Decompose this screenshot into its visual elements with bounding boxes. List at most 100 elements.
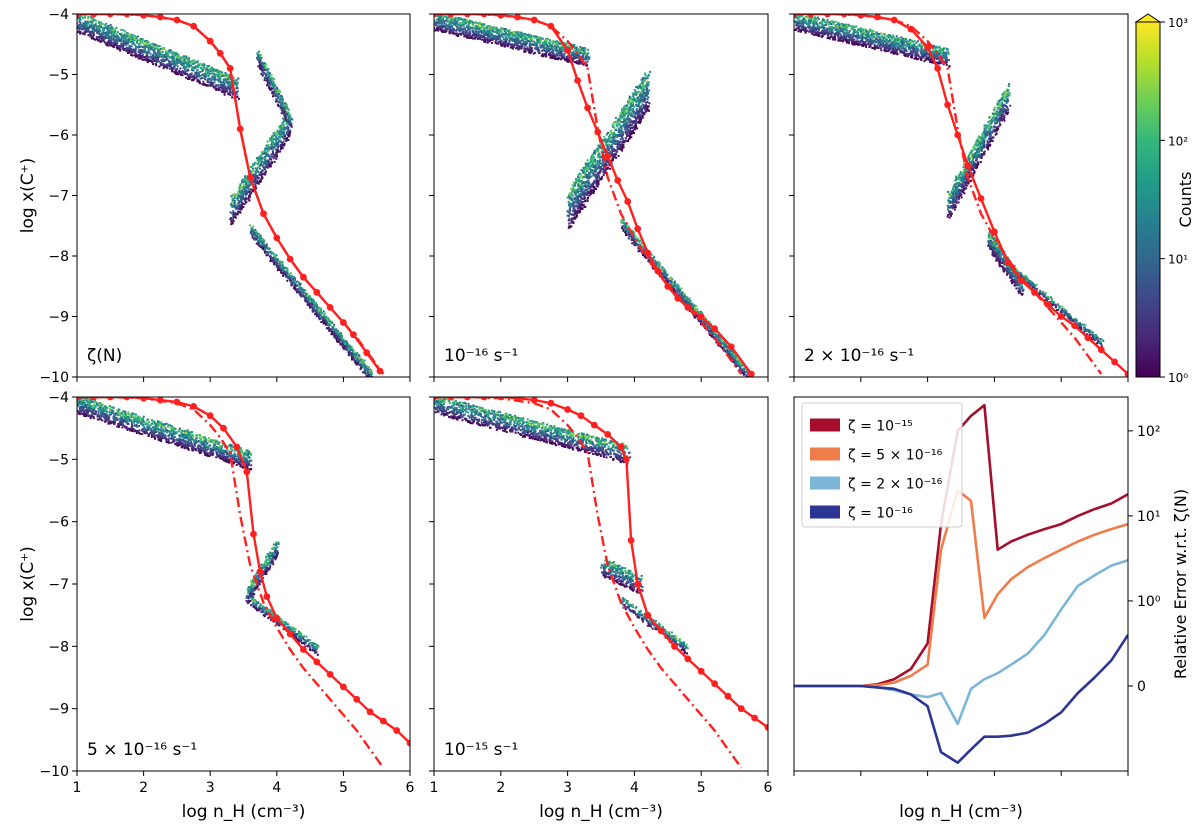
density-cell [488,24,491,27]
density-cell [125,39,128,42]
density-cell [115,38,118,41]
density-cell [155,64,158,67]
density-cell [455,34,458,37]
density-cell [269,164,272,167]
density-cell [578,194,581,197]
density-cell [130,41,133,43]
density-cell [516,39,519,42]
density-cell [253,163,256,166]
density-cell [617,127,620,130]
density-cell [341,341,344,344]
density-cell [94,19,97,22]
density-cell [275,157,278,160]
density-cell [166,54,169,57]
density-cell [147,58,150,61]
density-cell [264,153,267,156]
density-cell [121,35,124,37]
density-cell [340,344,343,347]
density-cell [117,31,119,34]
density-cell [181,74,184,77]
density-cell [260,176,263,178]
density-cell [235,87,238,89]
density-cell [239,184,242,187]
density-cell [250,166,253,169]
density-cell [538,50,540,53]
density-cell [581,62,584,65]
density-cell [158,60,160,63]
density-cell [103,27,106,29]
density-cell [573,55,576,58]
density-cell [461,24,464,27]
density-cell [299,293,302,296]
density-cell [146,59,149,62]
density-cell [542,45,545,48]
density-cell [88,30,91,33]
density-cell [271,143,274,146]
density-cell [585,63,588,66]
density-cell [231,96,234,99]
density-cell [253,175,256,178]
density-cell [226,81,229,84]
density-cell [244,193,247,196]
density-cell [85,27,88,30]
density-cell [482,29,485,31]
density-cell [240,191,243,194]
density-cell [114,44,117,46]
density-cell [451,26,454,29]
density-cell [340,332,342,335]
density-cell [549,42,552,45]
density-cell [280,145,283,148]
density-cell [353,353,356,356]
density-cell [474,35,477,38]
density-cell [481,25,484,28]
density-cell [140,40,143,43]
density-cell [325,317,328,320]
density-cell [239,207,242,209]
density-cell [124,37,127,40]
density-cell [474,37,477,40]
density-cell [484,33,487,36]
density-cell [285,104,288,107]
density-cell [228,91,231,94]
density-cell [510,37,513,40]
density-cell [239,183,242,186]
density-cell [270,74,273,77]
density-cell [208,70,211,73]
density-cell [505,44,508,47]
density-cell [189,61,192,64]
density-cell [95,24,98,27]
density-cell [155,53,157,56]
density-cell [572,200,575,203]
density-cell [497,42,500,45]
density-cell [633,127,636,130]
density-cell [325,315,328,318]
density-cell [132,50,135,53]
density-cell [304,296,307,299]
density-cell [254,235,257,238]
density-cell [259,234,262,237]
density-cell [224,77,227,80]
density-cell [126,47,129,50]
density-cell [276,265,278,268]
density-cell [200,62,203,65]
density-cell [286,126,289,128]
density-cell [515,47,518,50]
density-cell [259,244,262,246]
density-cell [163,65,166,68]
density-cell [257,234,260,237]
density-cell [230,86,233,89]
density-cell [314,313,317,316]
density-cell [576,60,579,63]
density-cell [305,300,308,303]
density-cell [241,185,244,188]
density-cell [176,68,179,70]
density-cell [122,29,125,32]
density-cell [225,78,228,81]
density-cell [466,36,469,39]
density-cell [277,100,280,103]
density-cell [576,188,579,191]
density-cell [269,81,272,84]
density-cell [366,370,369,373]
density-cell [566,58,568,61]
